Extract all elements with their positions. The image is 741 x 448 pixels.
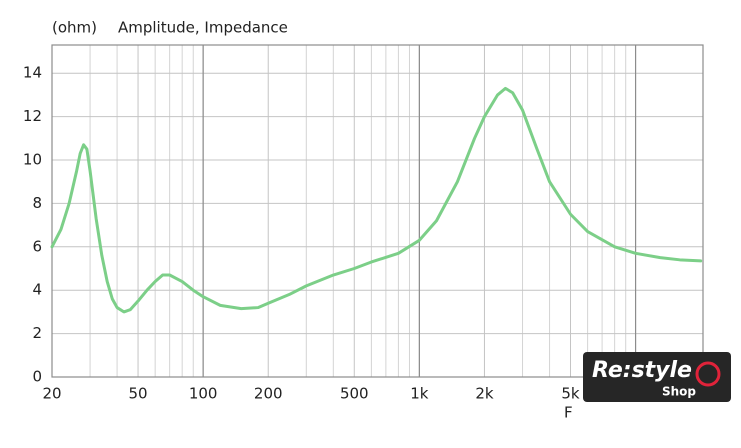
y-tick-label: 6: [32, 237, 42, 255]
x-tick-label: 200: [254, 385, 283, 403]
grid: [51, 44, 704, 378]
y-tick-label: 0: [32, 368, 42, 386]
logo-background: [583, 352, 731, 402]
impedance-line: [50, 86, 703, 314]
x-tick-label: 500: [340, 385, 369, 403]
x-tick-label: 5k: [561, 385, 580, 403]
y-tick-label: 14: [23, 64, 42, 82]
plot: [50, 86, 703, 314]
x-tick-label: 2k: [475, 385, 494, 403]
x-axis-label: F: [564, 404, 573, 422]
plot-frame: [51, 44, 704, 378]
logo: Re:style Shop: [583, 352, 731, 402]
logo-subtext: Shop: [662, 385, 696, 399]
y-tick-label: 12: [23, 107, 42, 125]
x-tick-label: 20: [42, 385, 61, 403]
y-tick-label: 2: [32, 324, 42, 342]
chart-title: Amplitude, Impedance: [118, 19, 288, 37]
y-axis-label: (ohm): [52, 19, 97, 37]
y-tick-label: 8: [32, 194, 42, 212]
logo-icon: [695, 361, 721, 387]
x-tick-label: 100: [189, 385, 218, 403]
x-tick-label: 1k: [410, 385, 429, 403]
x-tick-label: 50: [128, 385, 147, 403]
logo-text: Re:style: [592, 358, 692, 383]
y-tick-label: 4: [32, 281, 42, 299]
y-tick-label: 10: [23, 151, 42, 169]
